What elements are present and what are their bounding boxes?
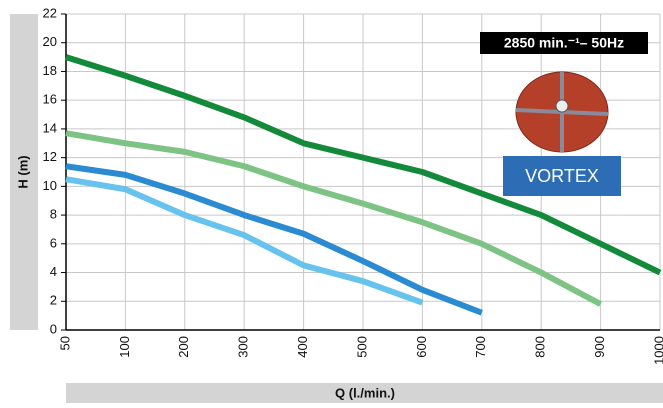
y-tick-label: 4 <box>50 264 57 279</box>
y-tick-label: 0 <box>50 321 57 336</box>
y-tick-label: 18 <box>43 63 57 78</box>
series-line <box>65 176 424 306</box>
y-tick-label: 8 <box>50 207 57 222</box>
series-line <box>65 130 603 307</box>
y-tick-label: 10 <box>43 178 57 193</box>
annotation-box <box>480 32 648 54</box>
x-label-bar <box>66 383 663 403</box>
series-line <box>65 54 662 276</box>
x-axis-label: Q (l./min.) <box>335 385 395 400</box>
x-tick-label: 400 <box>295 336 310 358</box>
y-tick-label: 20 <box>43 34 57 49</box>
x-tick-label: 800 <box>533 336 548 358</box>
x-tick-label: 500 <box>354 336 369 358</box>
y-axis-label: H (m) <box>15 155 30 188</box>
x-tick-label: 600 <box>414 336 429 358</box>
y-tick-label: 16 <box>43 92 57 107</box>
x-tick-label: 900 <box>592 336 607 358</box>
y-tick-label: 14 <box>43 120 57 135</box>
y-tick-label: 2 <box>50 293 57 308</box>
badge-box <box>503 156 621 196</box>
y-label-bar <box>10 14 38 330</box>
x-tick-label: 100 <box>117 336 132 358</box>
y-tick-label: 6 <box>50 235 57 250</box>
x-tick-label: 700 <box>473 336 488 358</box>
y-tick-label: 12 <box>43 149 57 164</box>
x-tick-label: 1000 <box>651 336 663 365</box>
impeller <box>515 71 609 153</box>
badge: VORTEX <box>525 166 599 186</box>
x-tick-label: 200 <box>176 336 191 358</box>
y-tick-label: 22 <box>43 5 57 20</box>
x-tick-label: 300 <box>236 336 251 358</box>
x-tick-label: 50 <box>57 336 72 350</box>
annotation: 2850 min.⁻¹– 50Hz <box>504 35 624 51</box>
series-line <box>65 163 483 316</box>
